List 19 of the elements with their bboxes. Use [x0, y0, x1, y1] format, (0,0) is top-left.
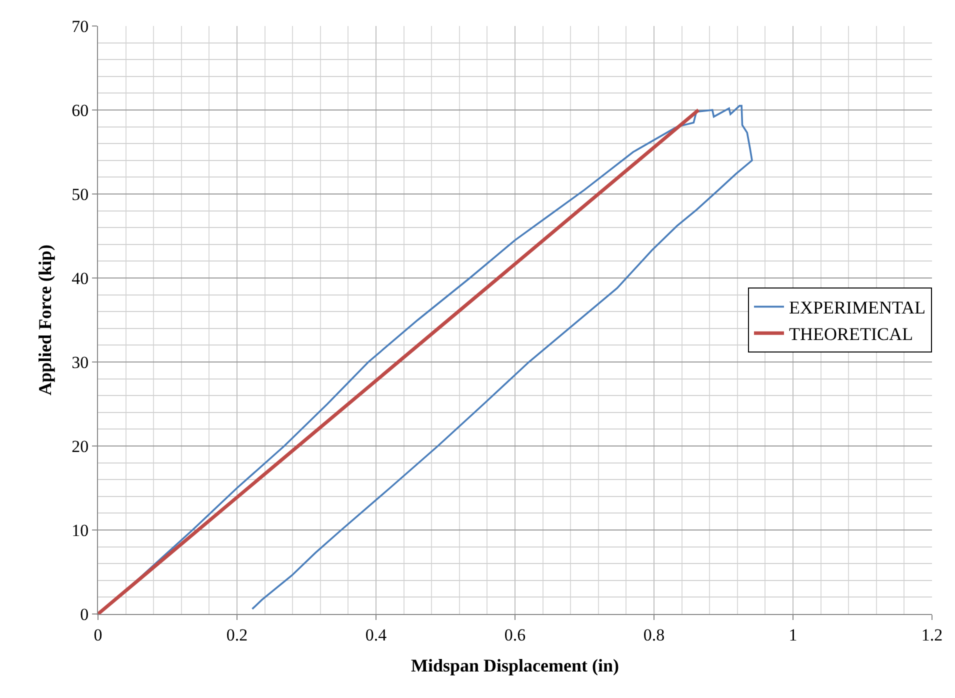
y-tick-label: 60: [72, 100, 89, 120]
y-axis-title: Applied Force (kip): [34, 244, 55, 396]
x-tick-label: 1: [788, 625, 798, 644]
y-tick-label: 50: [72, 184, 89, 204]
x-tick-label: 1.2: [921, 625, 943, 644]
y-tick-label: 70: [72, 16, 89, 36]
y-tick-label: 20: [72, 436, 89, 456]
y-tick-label: 10: [72, 520, 89, 540]
y-tick-label: 0: [80, 604, 89, 624]
x-tick-label: 0.8: [643, 625, 665, 644]
x-tick-label: 0.2: [226, 625, 248, 644]
x-tick-label: 0.4: [365, 625, 388, 644]
y-tick-label: 30: [72, 352, 89, 372]
x-tick-label: 0.6: [504, 625, 526, 644]
legend-label: EXPERIMENTAL: [789, 298, 926, 318]
legend-label: THEORETICAL: [789, 324, 913, 344]
y-tick-label: 40: [72, 268, 89, 288]
x-axis-title: Midspan Displacement (in): [410, 656, 620, 676]
x-tick-label: 0: [94, 625, 102, 644]
